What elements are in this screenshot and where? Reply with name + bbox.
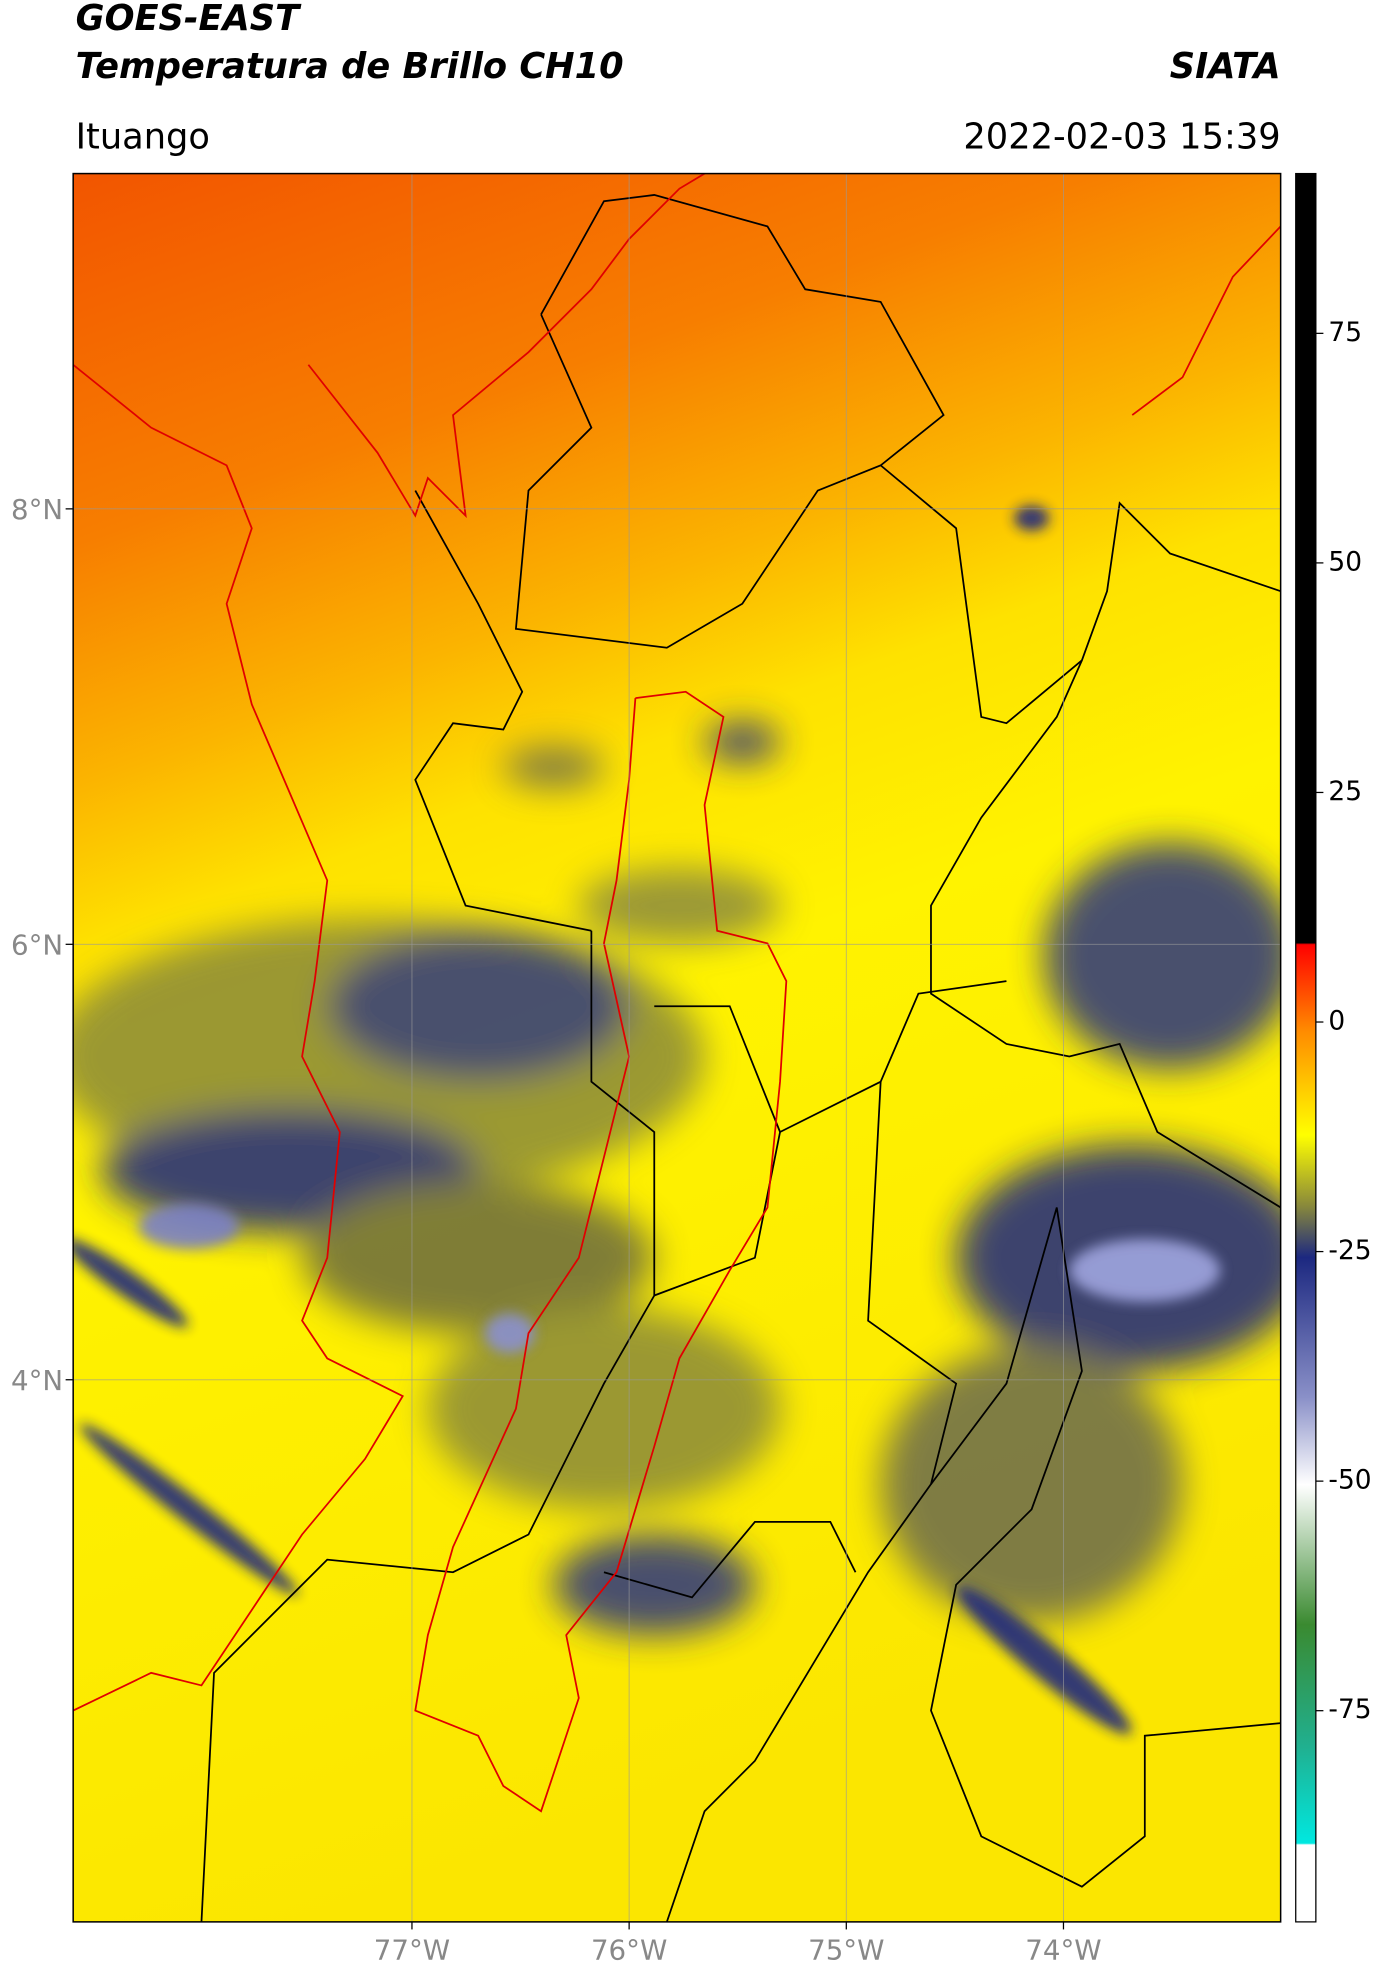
map-frame xyxy=(72,172,1282,1923)
y-tick-label: 8°N xyxy=(11,493,63,526)
colorbar-tick-label: -50 xyxy=(1328,1465,1371,1496)
colorbar-tick-label: 0 xyxy=(1328,1006,1345,1037)
x-tick-label: 75°W xyxy=(808,1934,884,1967)
x-tick-label: 74°W xyxy=(1025,1934,1101,1967)
colorbar-tick-label: 75 xyxy=(1328,317,1362,348)
x-tick-label: 76°W xyxy=(591,1934,667,1967)
agency: SIATA xyxy=(1170,46,1281,87)
colorbar-tick-label: 50 xyxy=(1328,546,1362,577)
x-tick-label: 77°W xyxy=(374,1934,450,1967)
colorbar-tick-label: 25 xyxy=(1328,776,1362,807)
y-tick-label: 6°N xyxy=(11,928,63,961)
colorbar-tick-label: -75 xyxy=(1328,1694,1371,1725)
colorbar-tick-label: -25 xyxy=(1328,1235,1371,1266)
colorbar xyxy=(1295,172,1317,1923)
map-image xyxy=(73,173,1281,1922)
location: Ituango xyxy=(76,116,210,157)
title: Temperatura de Brillo CH10 xyxy=(76,46,624,87)
y-tick-label: 4°N xyxy=(11,1364,63,1397)
title: GOES-EAST xyxy=(76,0,302,39)
timestamp: 2022-02-03 15:39 xyxy=(963,116,1280,157)
grid xyxy=(73,173,1281,1922)
